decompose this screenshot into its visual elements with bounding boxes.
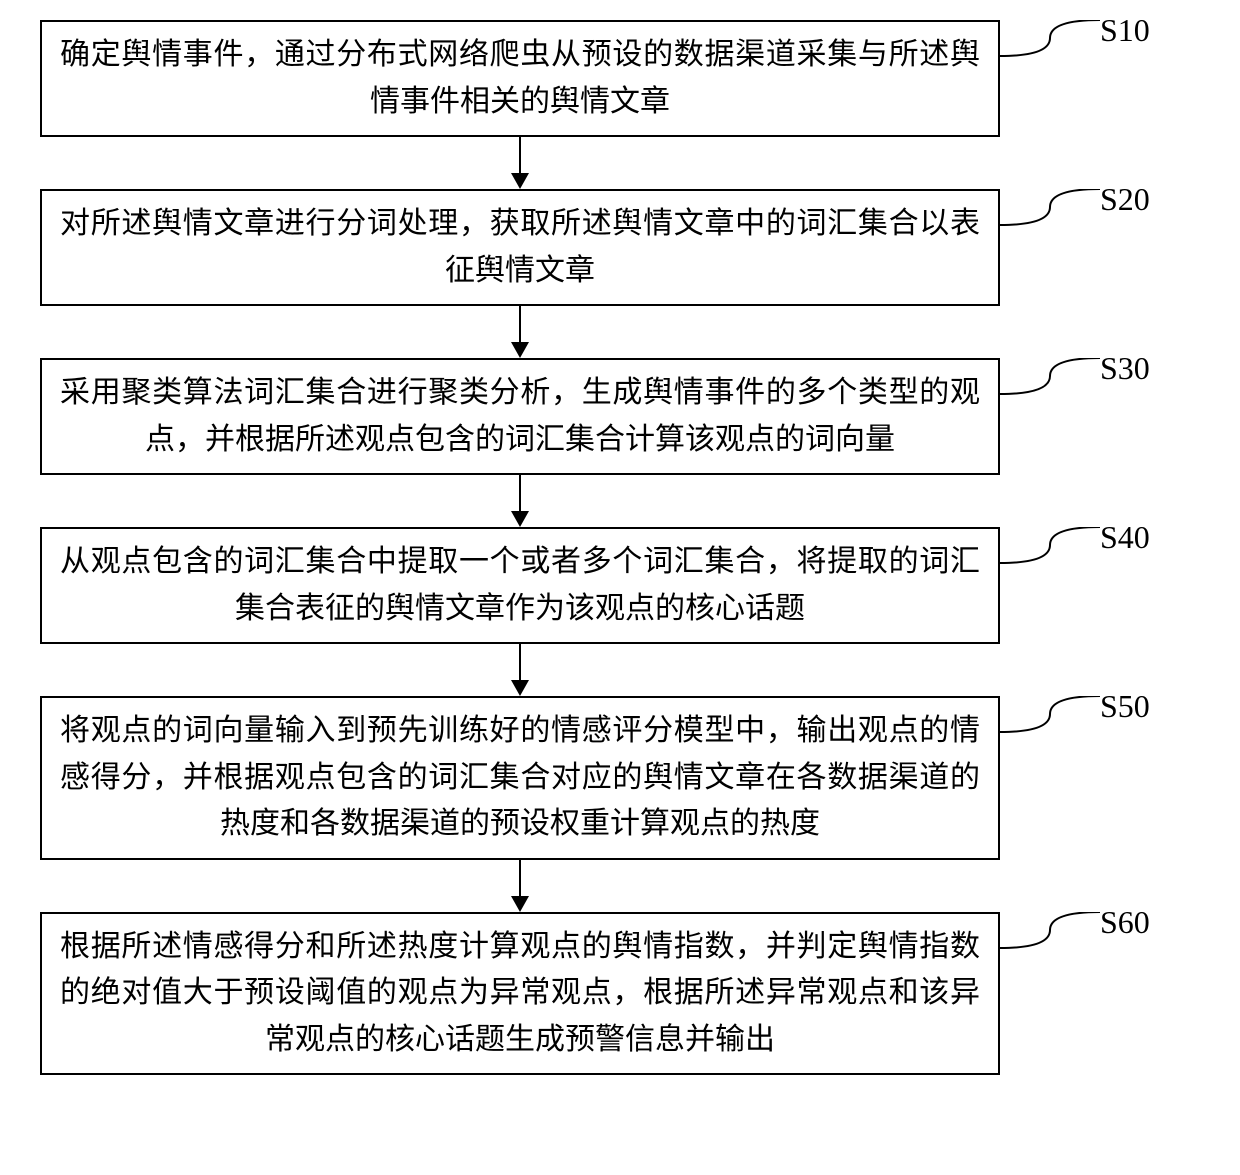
arrow [40, 644, 1000, 696]
step-label: S50 [1100, 688, 1150, 725]
step-label-wrap: S20 [1000, 189, 1200, 249]
step-box-s30: 采用聚类算法词汇集合进行聚类分析，生成舆情事件的多个类型的观点，并根据所述观点包… [40, 358, 1000, 475]
connector-curve-icon [1000, 189, 1100, 233]
step-label-wrap: S60 [1000, 912, 1200, 972]
step-text: 根据所述情感得分和所述热度计算观点的舆情指数，并判定舆情指数的绝对值大于预设阈值… [60, 924, 980, 1064]
step-row: 从观点包含的词汇集合中提取一个或者多个词汇集合，将提取的词汇集合表征的舆情文章作… [40, 527, 1200, 644]
flowchart-container: 确定舆情事件，通过分布式网络爬虫从预设的数据渠道采集与所述舆情事件相关的舆情文章… [40, 20, 1200, 1075]
arrow-down-icon [510, 644, 530, 696]
step-box-s40: 从观点包含的词汇集合中提取一个或者多个词汇集合，将提取的词汇集合表征的舆情文章作… [40, 527, 1000, 644]
arrow [40, 860, 1000, 912]
connector-curve-icon [1000, 912, 1100, 956]
step-text: 将观点的词向量输入到预先训练好的情感评分模型中，输出观点的情感得分，并根据观点包… [60, 708, 980, 848]
arrow-down-icon [510, 475, 530, 527]
connector-curve-icon [1000, 696, 1100, 740]
step-text: 采用聚类算法词汇集合进行聚类分析，生成舆情事件的多个类型的观点，并根据所述观点包… [60, 370, 980, 463]
step-row: 采用聚类算法词汇集合进行聚类分析，生成舆情事件的多个类型的观点，并根据所述观点包… [40, 358, 1200, 475]
arrow-down-icon [510, 137, 530, 189]
step-box-s60: 根据所述情感得分和所述热度计算观点的舆情指数，并判定舆情指数的绝对值大于预设阈值… [40, 912, 1000, 1076]
step-label: S20 [1100, 181, 1150, 218]
step-row: 根据所述情感得分和所述热度计算观点的舆情指数，并判定舆情指数的绝对值大于预设阈值… [40, 912, 1200, 1076]
step-label-wrap: S30 [1000, 358, 1200, 418]
step-label: S30 [1100, 350, 1150, 387]
step-row: 对所述舆情文章进行分词处理，获取所述舆情文章中的词汇集合以表征舆情文章 S20 [40, 189, 1200, 306]
step-box-s50: 将观点的词向量输入到预先训练好的情感评分模型中，输出观点的情感得分，并根据观点包… [40, 696, 1000, 860]
step-label: S40 [1100, 519, 1150, 556]
connector-curve-icon [1000, 358, 1100, 402]
arrow [40, 306, 1000, 358]
step-box-s10: 确定舆情事件，通过分布式网络爬虫从预设的数据渠道采集与所述舆情事件相关的舆情文章 [40, 20, 1000, 137]
arrow-down-icon [510, 860, 530, 912]
step-row: 将观点的词向量输入到预先训练好的情感评分模型中，输出观点的情感得分，并根据观点包… [40, 696, 1200, 860]
step-label: S60 [1100, 904, 1150, 941]
connector-curve-icon [1000, 20, 1100, 64]
step-row: 确定舆情事件，通过分布式网络爬虫从预设的数据渠道采集与所述舆情事件相关的舆情文章… [40, 20, 1200, 137]
arrow [40, 475, 1000, 527]
step-text: 确定舆情事件，通过分布式网络爬虫从预设的数据渠道采集与所述舆情事件相关的舆情文章 [60, 32, 980, 125]
step-label-wrap: S10 [1000, 20, 1200, 80]
step-label-wrap: S50 [1000, 696, 1200, 756]
step-box-s20: 对所述舆情文章进行分词处理，获取所述舆情文章中的词汇集合以表征舆情文章 [40, 189, 1000, 306]
connector-curve-icon [1000, 527, 1100, 571]
arrow-down-icon [510, 306, 530, 358]
step-text: 从观点包含的词汇集合中提取一个或者多个词汇集合，将提取的词汇集合表征的舆情文章作… [60, 539, 980, 632]
step-label-wrap: S40 [1000, 527, 1200, 587]
step-label: S10 [1100, 12, 1150, 49]
step-text: 对所述舆情文章进行分词处理，获取所述舆情文章中的词汇集合以表征舆情文章 [60, 201, 980, 294]
arrow [40, 137, 1000, 189]
